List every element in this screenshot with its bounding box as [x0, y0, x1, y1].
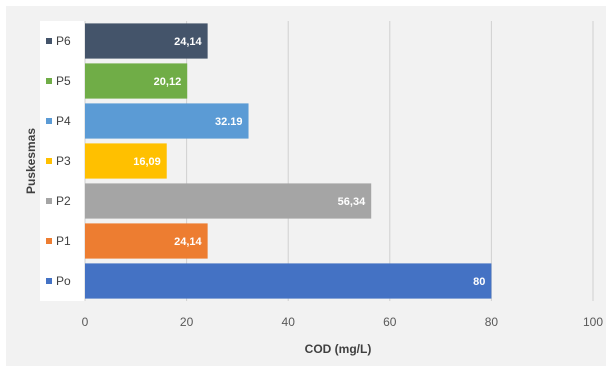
category-label-p1: P1 — [56, 234, 71, 248]
bar-p6 — [85, 23, 208, 59]
bar-p4 — [85, 103, 249, 139]
bar-p1 — [85, 223, 208, 259]
data-labels: 24,14 20,12 32.19 16,09 56,34 24,14 80 — [133, 36, 485, 288]
legend-swatch-p4 — [46, 118, 52, 124]
data-label-p5: 20,12 — [154, 76, 182, 88]
data-label-po: 80 — [473, 276, 485, 288]
category-label-p3: P3 — [56, 154, 71, 168]
bars — [85, 23, 492, 299]
data-label-p6: 24,14 — [174, 36, 202, 48]
legend-swatch-p2 — [46, 198, 52, 204]
bar-po — [85, 263, 492, 299]
bar-p2 — [85, 183, 372, 219]
y-axis-title: Puskesmas — [24, 128, 38, 194]
bar-p3 — [85, 143, 167, 179]
category-labels: P6 P5 P4 P3 P2 P1 Po — [46, 34, 71, 288]
category-label-p2: P2 — [56, 194, 71, 208]
x-tick-label: 40 — [282, 315, 296, 329]
category-label-p6: P6 — [56, 34, 71, 48]
legend-swatch-p6 — [46, 38, 52, 44]
x-tick-label: 100 — [583, 315, 603, 329]
x-tick-label: 60 — [383, 315, 397, 329]
x-tick-label: 20 — [180, 315, 194, 329]
legend-swatch-po — [46, 278, 52, 284]
x-axis-title: COD (mg/L) — [305, 342, 372, 356]
category-label-p4: P4 — [56, 114, 71, 128]
data-label-p2: 56,34 — [338, 196, 366, 208]
category-label-po: Po — [56, 274, 71, 288]
legend-swatch-p3 — [46, 158, 52, 164]
data-label-p3: 16,09 — [133, 156, 161, 168]
bar-p5 — [85, 63, 188, 99]
legend-swatch-p1 — [46, 238, 52, 244]
chart-area: 24,14 20,12 32.19 16,09 56,34 24,14 80 P6 P5 P4 P… — [6, 6, 606, 366]
x-tick-label: 80 — [485, 315, 499, 329]
x-tick-labels: 0 20 40 60 80 100 — [82, 315, 604, 329]
legend-swatch-p5 — [46, 78, 52, 84]
data-label-p1: 24,14 — [174, 236, 202, 248]
data-label-p4: 32.19 — [215, 116, 243, 128]
category-label-p5: P5 — [56, 74, 71, 88]
x-tick-label: 0 — [82, 315, 89, 329]
